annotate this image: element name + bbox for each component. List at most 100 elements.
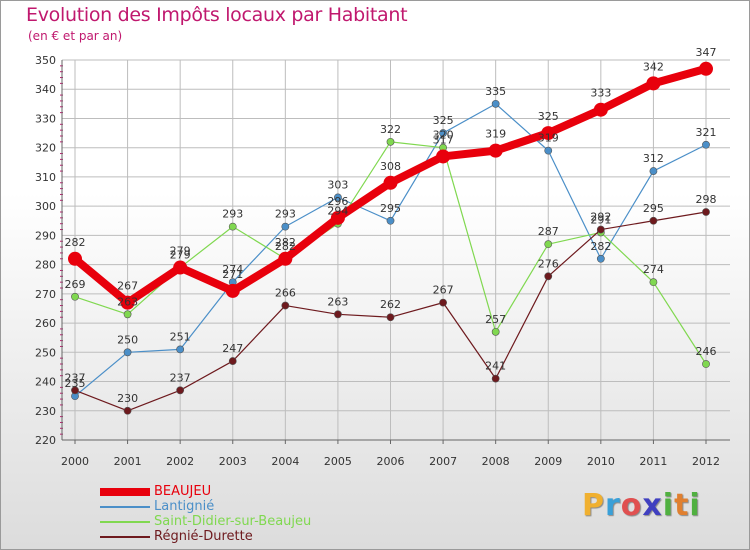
- data-label: 335: [485, 85, 506, 98]
- point-beaujeu: [225, 283, 240, 298]
- y-tick-label: 260: [35, 317, 56, 330]
- x-tick-label: 2002: [166, 455, 194, 468]
- data-label: 237: [170, 371, 191, 384]
- data-label: 230: [117, 392, 138, 405]
- point-beaujeu: [488, 143, 503, 158]
- y-tick-label: 270: [35, 288, 56, 301]
- data-label: 269: [65, 278, 86, 291]
- point-series-1: [491, 99, 500, 108]
- point-series-2: [544, 240, 553, 249]
- point-beaujeu: [120, 295, 135, 310]
- point-series-1: [281, 222, 290, 231]
- data-label: 274: [222, 263, 243, 276]
- point-series-2: [702, 360, 710, 368]
- y-axis-ticks: 220 230 240 250 260 270 280 290 300 310 320 330 340 3…: [35, 54, 56, 447]
- data-label: 263: [117, 295, 138, 308]
- logo-letter: i: [662, 488, 675, 523]
- proxiti-logo: Proxiti: [582, 488, 701, 523]
- x-tick-label: 2001: [114, 455, 142, 468]
- data-label: 321: [696, 126, 717, 139]
- series-group: [68, 61, 713, 415]
- data-label: 333: [590, 87, 611, 100]
- logo-letter: o: [620, 488, 643, 523]
- axes: [60, 60, 730, 444]
- data-label: 282: [275, 236, 296, 249]
- y-tick-label: 300: [35, 200, 56, 213]
- data-label: 267: [117, 280, 138, 293]
- point-series-2: [71, 292, 79, 301]
- data-label: 293: [222, 208, 243, 221]
- data-label: 237: [65, 371, 86, 384]
- x-tick-label: 2009: [534, 455, 562, 468]
- point-beaujeu: [173, 260, 188, 275]
- legend-label: Régnié-Durette: [154, 529, 253, 544]
- point-series-1: [439, 129, 447, 137]
- legend-item: Régnié-Durette: [100, 529, 360, 545]
- data-label: 247: [222, 342, 243, 355]
- data-label: 292: [590, 211, 611, 224]
- point-series-2: [228, 222, 237, 231]
- y-tick-label: 340: [35, 83, 56, 96]
- legend-item: Saint-Didier-sur-Beaujeu: [100, 514, 360, 530]
- legend-swatch: [100, 536, 150, 538]
- data-label: 257: [485, 313, 506, 326]
- data-label: 282: [275, 240, 296, 253]
- data-label: 246: [696, 345, 717, 358]
- point-series-2: [491, 327, 500, 336]
- legend-swatch: [100, 488, 150, 496]
- point-beaujeu: [699, 61, 713, 76]
- point-series-1: [334, 193, 342, 202]
- x-tick-label: 2000: [61, 455, 89, 468]
- point-series-1: [386, 216, 395, 225]
- data-label: 325: [538, 110, 559, 123]
- point-series-2: [386, 137, 395, 146]
- x-tick-label: 2003: [219, 455, 247, 468]
- data-label: 282: [590, 240, 611, 253]
- data-label: 322: [380, 123, 401, 136]
- x-tick-label: 2005: [324, 455, 352, 468]
- x-tick-label: 2007: [429, 455, 457, 468]
- logo-letter: t: [674, 488, 690, 523]
- data-label: 276: [538, 257, 559, 270]
- data-label: 296: [327, 195, 348, 208]
- x-tick-label: 2010: [587, 455, 615, 468]
- point-beaujeu: [278, 251, 293, 266]
- data-label: 250: [117, 333, 138, 346]
- legend-label: BEAUJEU: [154, 484, 212, 499]
- legend-item: BEAUJEU: [100, 484, 360, 500]
- data-label: 342: [643, 60, 664, 73]
- data-label: 295: [380, 202, 401, 215]
- legend-swatch: [100, 521, 150, 523]
- data-label: 291: [590, 213, 611, 226]
- legend-label: Lantignié: [154, 499, 215, 514]
- point-series-3: [281, 301, 290, 310]
- point-series-1: [596, 254, 605, 263]
- point-series-3: [702, 208, 710, 216]
- grid-lines: [62, 59, 730, 441]
- legend-item: Lantignié: [100, 499, 360, 515]
- x-tick-label: 2006: [377, 455, 405, 468]
- data-label: 298: [696, 193, 717, 206]
- data-label: 294: [327, 205, 348, 218]
- data-label: 263: [327, 295, 348, 308]
- point-series-2: [123, 310, 132, 319]
- data-label: 279: [170, 245, 191, 258]
- data-label: 312: [643, 152, 664, 165]
- data-label: 287: [538, 225, 559, 238]
- x-tick-label: 2011: [639, 455, 667, 468]
- point-series-3: [71, 386, 79, 395]
- point-beaujeu: [593, 102, 608, 117]
- point-series-2: [649, 278, 658, 287]
- logo-letter: x: [642, 488, 663, 523]
- x-tick-label: 2012: [692, 455, 720, 468]
- data-label: 319: [538, 132, 559, 145]
- data-label: 320: [433, 129, 454, 142]
- point-series-1: [544, 146, 553, 155]
- chart-title: Evolution des Impôts locaux par Habitant: [26, 4, 408, 26]
- y-tick-label: 250: [35, 346, 56, 359]
- point-series-1: [123, 348, 132, 357]
- data-label: 235: [65, 377, 86, 390]
- data-labels: 282 267 279 271 282 296 308 317 319 325 333 342 347 2…: [65, 46, 717, 405]
- point-series-3: [596, 225, 605, 234]
